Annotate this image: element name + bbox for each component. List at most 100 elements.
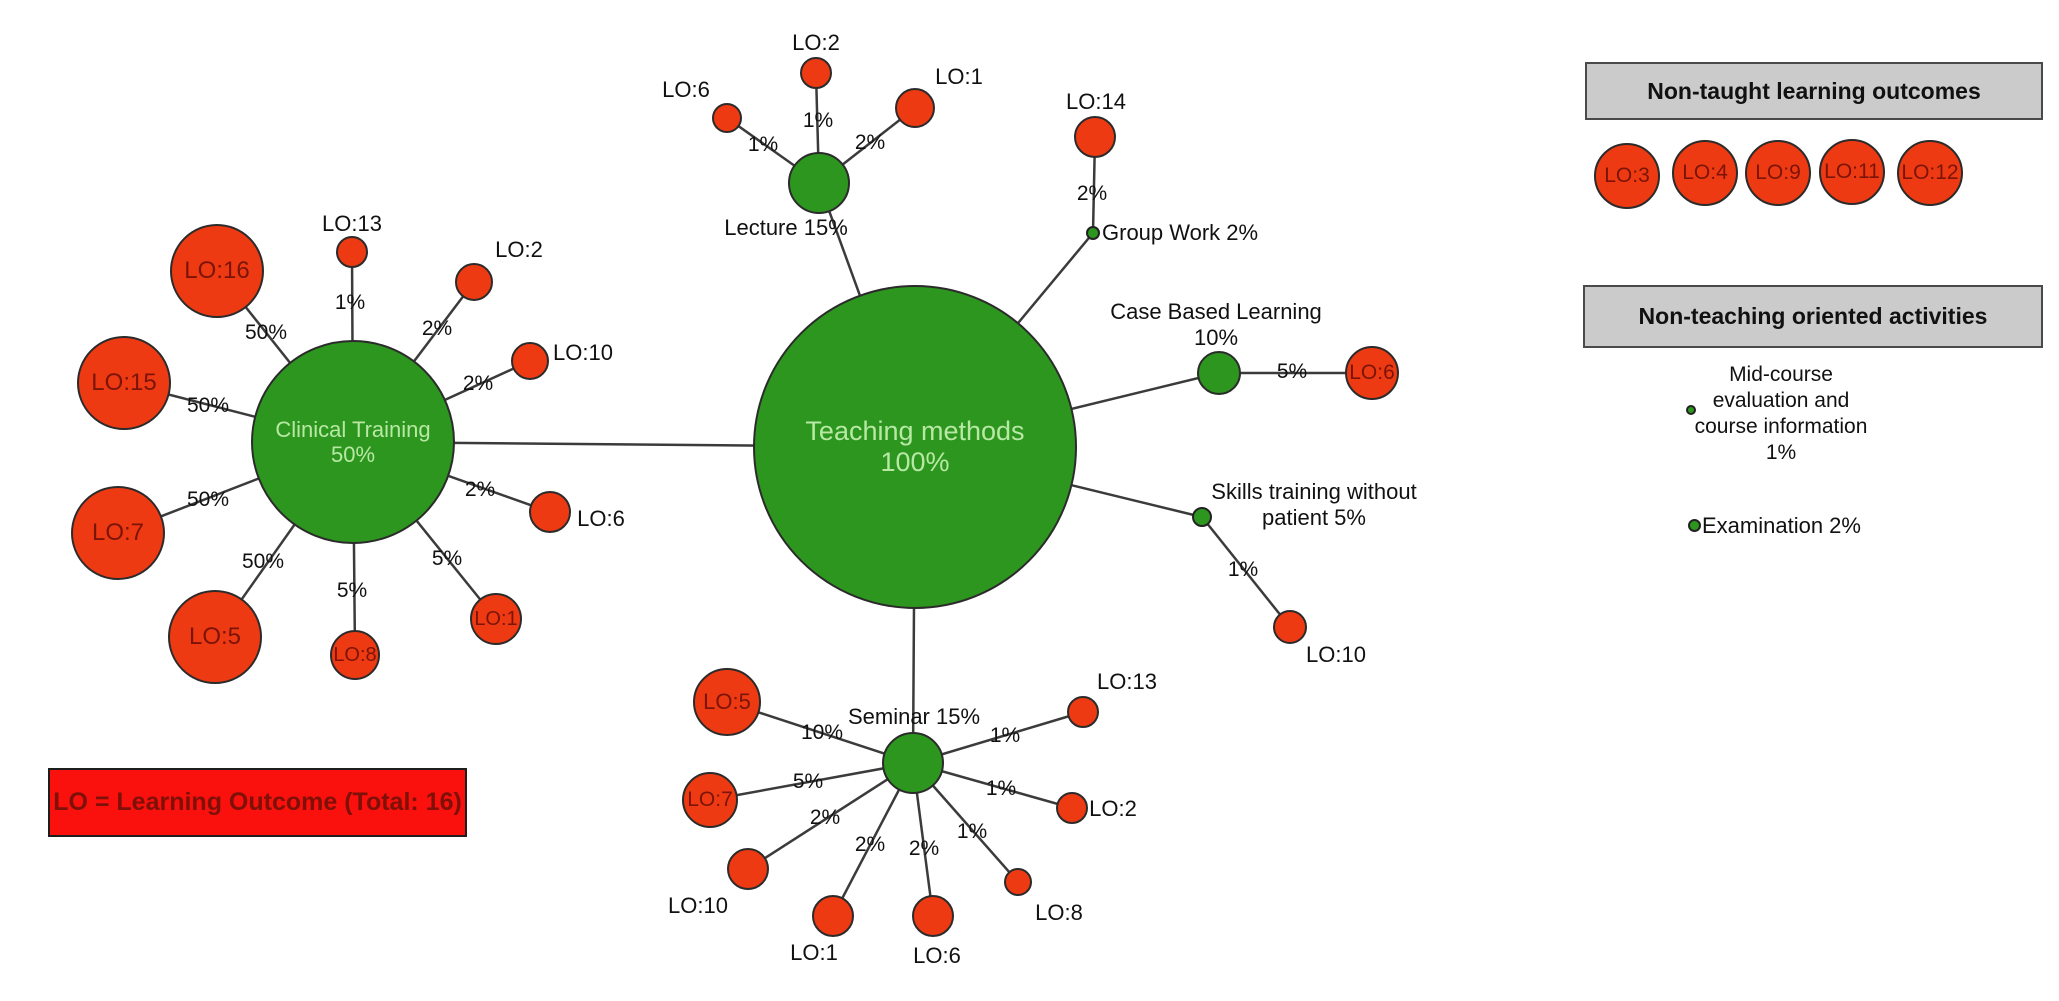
group-work-label: Group Work 2% (1102, 220, 1259, 245)
note-box: LO = Learning Outcome (Total: 16) (48, 768, 467, 837)
seminar-lo5-label: LO:5 (703, 689, 751, 715)
teaching-methods-pct: 100% (880, 447, 950, 477)
mid-course-line1: Mid-course (1729, 363, 1833, 386)
seminar-lo6-label: LO:6 (913, 943, 961, 968)
node-lecture-lo1 (895, 88, 935, 128)
edge-pct-clinical-lo5: 50% (241, 550, 285, 573)
clinical-lo6-label: LO:6 (577, 506, 625, 531)
legend-node-lo12: LO:12 (1897, 140, 1963, 206)
node-seminar (882, 732, 944, 794)
node-case-based-learning (1197, 351, 1241, 395)
edge-pct-seminar-lo8: 1% (956, 820, 988, 843)
edge-pct-seminar-lo5: 10% (800, 721, 844, 744)
mid-course-line4: 1% (1765, 441, 1797, 464)
node-clinical-lo16: LO:16 (170, 224, 264, 318)
examination-label: Examination 2% (1702, 513, 1861, 538)
clinical-lo15-label: LO:15 (91, 369, 157, 397)
skills-training-label-line2: patient 5% (1262, 505, 1366, 530)
legend-non-taught-title: Non-taught learning outcomes (1647, 77, 1981, 104)
node-seminar-lo13 (1067, 696, 1099, 728)
node-skills-lo10 (1273, 610, 1307, 644)
node-seminar-lo1 (812, 895, 854, 937)
edge-pct-seminar-lo1: 2% (854, 833, 886, 856)
group-work-lo14-label: LO:14 (1066, 89, 1126, 114)
edge-pct-clinical-lo16: 50% (244, 321, 288, 344)
case-based-learning-label-line2: 10% (1193, 325, 1239, 350)
edge-pct-clinical-lo6: 2% (464, 478, 496, 501)
node-lecture (788, 152, 850, 214)
legend-lo12-label: LO:12 (1901, 160, 1959, 184)
edge-pct-lecture-lo1: 2% (854, 131, 886, 154)
node-lecture-lo6 (712, 103, 742, 133)
clinical-lo5-label: LO:5 (188, 623, 242, 651)
mid-course-label: Mid-course evaluation and course informa… (1695, 362, 1868, 466)
node-seminar-lo7: LO:7 (682, 772, 738, 828)
node-seminar-lo5: LO:5 (693, 668, 761, 736)
legend-lo9-label: LO:9 (1755, 160, 1801, 184)
lecture-label: Lecture 15% (724, 215, 848, 240)
node-clinical-lo2 (455, 263, 493, 301)
node-clinical-lo13 (336, 236, 368, 268)
seminar-lo10-label: LO:10 (668, 893, 728, 918)
edge-pct-clinical-lo1: 5% (431, 547, 463, 570)
edge-pct-clinical-lo15: 50% (186, 394, 230, 417)
edge-pct-clinical-lo13: 1% (334, 291, 366, 314)
legend-non-taught-header: Non-taught learning outcomes (1585, 62, 2043, 120)
node-seminar-lo2 (1056, 792, 1088, 824)
clinical-lo2-label: LO:2 (495, 237, 543, 262)
legend-node-lo11: LO:11 (1819, 139, 1885, 205)
node-clinical-lo8: LO:8 (330, 630, 380, 680)
legend-node-lo3: LO:3 (1594, 143, 1660, 209)
node-skills-training (1192, 507, 1212, 527)
examination-dot (1688, 519, 1701, 532)
lecture-lo1-label: LO:1 (935, 64, 983, 89)
clinical-lo10-label: LO:10 (553, 340, 613, 365)
edge-pct-clinical-lo7: 50% (186, 488, 230, 511)
edge-pct-seminar-lo10: 2% (809, 806, 841, 829)
clinical-lo8-label: LO:8 (333, 643, 377, 666)
lecture-lo2-label: LO:2 (792, 30, 840, 55)
node-clinical-lo1: LO:1 (470, 593, 522, 645)
clinical-training-label: Clinical Training 50% (275, 416, 431, 467)
edge-pct-case-based-lo6: 5% (1276, 360, 1308, 383)
legend-lo3-label: LO:3 (1604, 163, 1650, 187)
node-group-work (1086, 226, 1100, 240)
node-clinical-lo5: LO:5 (168, 590, 262, 684)
legend-lo11-label: LO:11 (1824, 159, 1880, 183)
legend-lo4-label: LO:4 (1682, 160, 1728, 184)
edge-pct-lecture-lo2: 1% (802, 109, 834, 132)
mid-course-dot (1686, 405, 1696, 415)
node-clinical-lo6 (529, 491, 571, 533)
edge-pct-clinical-lo2: 2% (421, 317, 453, 340)
skills-lo10-label: LO:10 (1306, 642, 1366, 667)
node-clinical-training: Clinical Training 50% (251, 340, 455, 544)
seminar-lo7-label: LO:7 (687, 787, 733, 811)
edge-pct-clinical-lo10: 2% (462, 372, 494, 395)
mid-course-line3: course information (1694, 415, 1868, 438)
node-clinical-lo7: LO:7 (71, 486, 165, 580)
edge-pct-seminar-lo7: 5% (792, 770, 824, 793)
clinical-lo13-label: LO:13 (322, 211, 382, 236)
case-based-lo6-label: LO:6 (1349, 360, 1395, 384)
seminar-lo2-label: LO:2 (1089, 796, 1137, 821)
node-group-work-lo14 (1074, 116, 1116, 158)
edge-pct-clinical-lo8: 5% (336, 579, 368, 602)
edge-pct-lecture-lo6: 1% (747, 133, 779, 156)
clinical-lo16-label: LO:16 (184, 257, 250, 285)
seminar-label: Seminar 15% (847, 704, 981, 729)
seminar-lo13-label: LO:13 (1097, 669, 1157, 694)
seminar-lo1-label: LO:1 (790, 940, 838, 965)
seminar-lo8-label: LO:8 (1035, 900, 1083, 925)
legend-node-lo4: LO:4 (1672, 140, 1738, 206)
node-seminar-lo8 (1004, 868, 1032, 896)
skills-training-label: Skills training without patient 5% (1211, 479, 1416, 531)
skills-training-label-line1: Skills training without (1211, 479, 1417, 504)
edge-pct-seminar-lo13: 1% (989, 724, 1021, 747)
edge-pct-group-work-lo14: 2% (1076, 182, 1108, 205)
legend-non-teaching-header: Non-teaching oriented activities (1583, 285, 2043, 348)
clinical-lo1-label: LO:1 (474, 607, 518, 630)
node-clinical-lo10 (511, 342, 549, 380)
node-lecture-lo2 (800, 57, 832, 89)
clinical-lo7-label: LO:7 (91, 519, 145, 547)
